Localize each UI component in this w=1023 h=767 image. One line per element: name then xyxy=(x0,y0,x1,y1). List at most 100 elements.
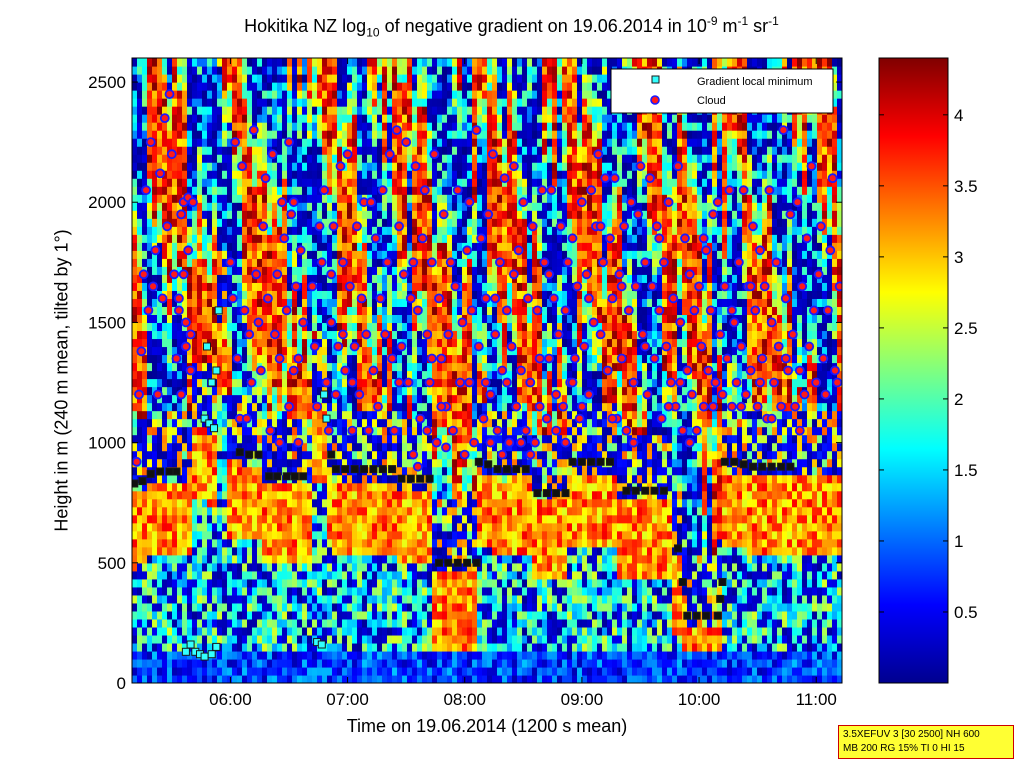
heatmap-cell xyxy=(262,674,268,683)
heatmap-cell xyxy=(382,162,388,171)
heatmap-cell xyxy=(142,218,148,227)
heatmap-cell xyxy=(447,466,453,476)
heatmap-cell xyxy=(177,346,183,356)
heatmap-cell xyxy=(282,578,288,588)
heatmap-cell xyxy=(182,290,188,299)
heatmap-cell xyxy=(192,106,198,115)
heatmap-cell xyxy=(372,226,378,235)
heatmap-cell xyxy=(287,442,293,452)
heatmap-cell xyxy=(332,610,338,620)
heatmap-cell xyxy=(152,666,158,676)
heatmap-cell xyxy=(237,562,243,572)
heatmap-cell xyxy=(282,610,288,620)
heatmap-cell xyxy=(397,610,403,620)
heatmap-cell xyxy=(147,194,153,203)
heatmap-cell xyxy=(412,170,418,179)
heatmap-cell xyxy=(362,138,368,147)
heatmap-cell xyxy=(402,338,408,348)
heatmap-cell xyxy=(262,266,268,275)
heatmap-cell xyxy=(207,506,213,516)
heatmap-cell xyxy=(167,234,173,243)
heatmap-cell xyxy=(187,202,193,211)
heatmap-cell xyxy=(362,58,368,67)
heatmap-cell xyxy=(267,562,273,572)
heatmap-cell xyxy=(162,506,168,516)
heatmap-cell xyxy=(192,490,198,500)
heatmap-cell xyxy=(392,626,398,636)
heatmap-cell xyxy=(147,226,153,235)
heatmap-cell xyxy=(257,330,263,340)
heatmap-cell xyxy=(222,442,228,452)
heatmap-cell xyxy=(227,66,233,75)
heatmap-cell xyxy=(327,506,333,516)
heatmap-cell xyxy=(382,210,388,219)
heatmap-cell xyxy=(172,178,178,187)
heatmap-cell xyxy=(297,362,303,372)
heatmap-cell xyxy=(222,146,228,155)
heatmap-cell xyxy=(432,266,438,275)
heatmap-cell xyxy=(182,562,188,572)
heatmap-cell xyxy=(197,346,203,356)
heatmap-cell xyxy=(342,226,348,235)
heatmap-cell xyxy=(357,482,363,492)
heatmap-cell xyxy=(172,322,178,332)
heatmap-cell xyxy=(427,58,433,67)
heatmap-cell xyxy=(147,290,153,299)
heatmap-cell xyxy=(177,90,183,99)
heatmap-cell xyxy=(347,186,353,195)
heatmap-cell xyxy=(357,498,363,508)
heatmap-cell xyxy=(187,530,193,540)
heatmap-cell xyxy=(437,490,443,500)
heatmap-cell xyxy=(312,186,318,195)
heatmap-cell xyxy=(142,210,148,219)
heatmap-cell xyxy=(242,258,248,267)
heatmap-cell xyxy=(347,226,353,235)
heatmap-cell xyxy=(402,530,408,540)
heatmap-cell xyxy=(302,258,308,267)
heatmap-cell xyxy=(402,370,408,380)
heatmap-cell xyxy=(377,594,383,604)
heatmap-cell xyxy=(377,170,383,179)
heatmap-cell xyxy=(322,602,328,612)
heatmap-cell xyxy=(317,490,323,500)
heatmap-cell xyxy=(362,146,368,155)
heatmap-cell xyxy=(402,170,408,179)
heatmap-cell xyxy=(247,338,253,348)
heatmap-cell xyxy=(402,74,408,83)
heatmap-cell xyxy=(332,402,338,412)
heatmap-cell xyxy=(262,650,268,660)
heatmap-cell xyxy=(167,346,173,356)
heatmap-cell xyxy=(387,594,393,604)
heatmap-cell xyxy=(337,586,343,596)
heatmap-cell xyxy=(382,106,388,115)
heatmap-cell xyxy=(287,346,293,356)
heatmap-cell xyxy=(172,170,178,179)
heatmap-cell xyxy=(177,450,183,460)
heatmap-cell xyxy=(372,258,378,267)
heatmap-cell xyxy=(412,578,418,588)
heatmap-cell xyxy=(322,434,328,444)
heatmap-cell xyxy=(372,178,378,187)
heatmap-cell xyxy=(187,58,193,67)
heatmap-cell xyxy=(247,138,253,147)
heatmap-cell xyxy=(137,418,143,428)
heatmap-cell xyxy=(432,546,438,556)
heatmap-cell xyxy=(142,450,148,460)
heatmap-cell xyxy=(187,506,193,516)
heatmap-cell xyxy=(397,546,403,556)
heatmap-cell xyxy=(257,338,263,348)
heatmap-cell xyxy=(232,266,238,275)
heatmap-cell xyxy=(332,354,338,364)
heatmap-cell xyxy=(152,146,158,155)
heatmap-cell xyxy=(282,602,288,612)
heatmap-cell xyxy=(407,274,413,283)
heatmap-cell xyxy=(392,394,398,404)
heatmap-cell xyxy=(132,234,138,243)
heatmap-cell xyxy=(177,554,183,564)
heatmap-cell xyxy=(322,530,328,540)
heatmap-cell xyxy=(207,618,213,628)
heatmap-cell xyxy=(262,506,268,516)
heatmap-cell xyxy=(337,378,343,388)
heatmap-cell xyxy=(247,106,253,115)
heatmap-cell xyxy=(397,674,403,683)
